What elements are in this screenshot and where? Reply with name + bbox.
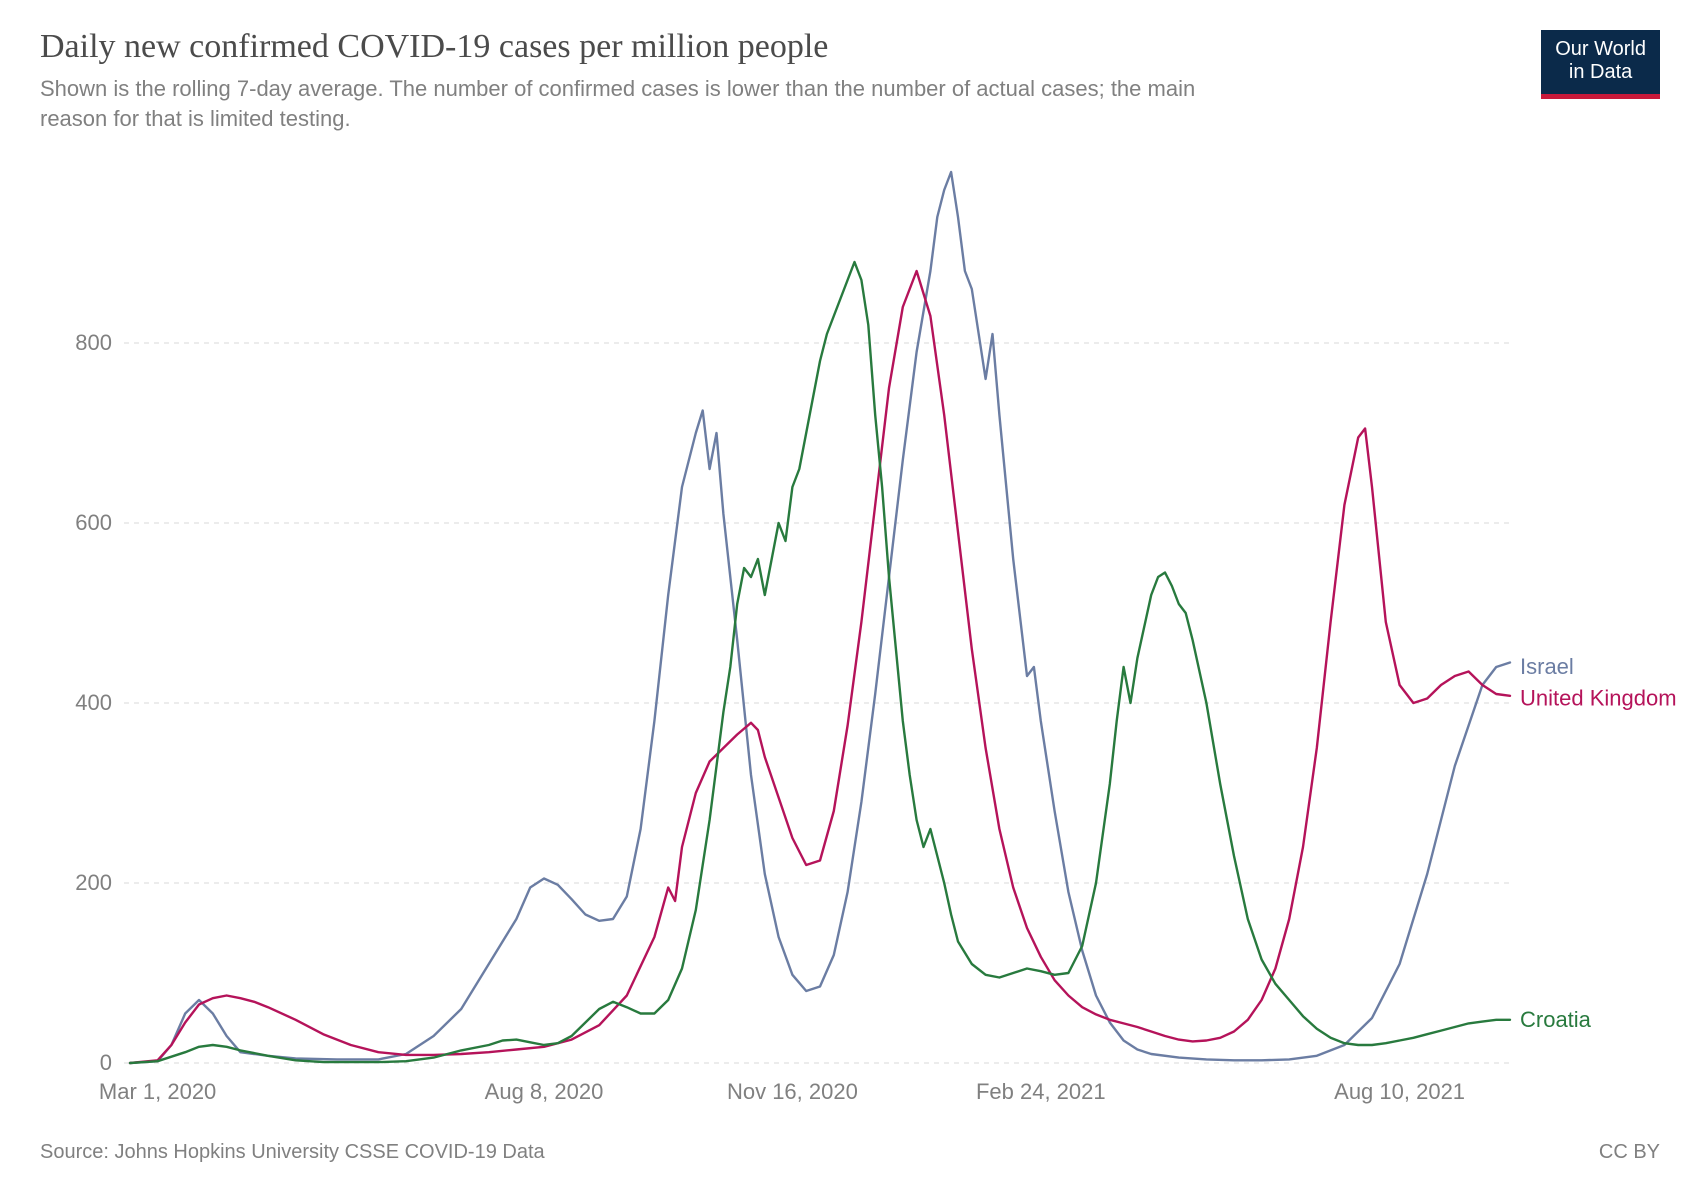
owid-logo: Our World in Data [1541, 30, 1660, 99]
svg-text:Aug 8, 2020: Aug 8, 2020 [485, 1079, 604, 1104]
series-label-croatia: Croatia [1520, 1007, 1592, 1032]
svg-text:400: 400 [75, 690, 112, 715]
series-label-israel: Israel [1520, 654, 1574, 679]
chart-area: 0 200 400 600 800 Mar 1, 2020 Aug 8, 2020 Nov 1… [40, 153, 1660, 1123]
source-text: Source: Johns Hopkins University CSSE CO… [40, 1141, 545, 1164]
svg-text:Nov 16, 2020: Nov 16, 2020 [727, 1079, 858, 1104]
svg-text:Feb 24, 2021: Feb 24, 2021 [976, 1079, 1106, 1104]
chart-header: Daily new confirmed COVID-19 cases per m… [40, 28, 1660, 133]
svg-text:Mar 1, 2020: Mar 1, 2020 [99, 1079, 216, 1104]
svg-text:200: 200 [75, 870, 112, 895]
line-chart: 0 200 400 600 800 Mar 1, 2020 Aug 8, 2020 Nov 1… [40, 153, 1700, 1123]
series-label-united-kingdom: United Kingdom [1520, 686, 1677, 711]
svg-text:800: 800 [75, 330, 112, 355]
series-united-kingdom [130, 271, 1510, 1063]
svg-text:Aug 10, 2021: Aug 10, 2021 [1334, 1079, 1465, 1104]
series-israel [130, 172, 1510, 1063]
chart-title: Daily new confirmed COVID-19 cases per m… [40, 28, 1660, 66]
chart-subtitle: Shown is the rolling 7-day average. The … [40, 74, 1240, 133]
series-croatia [130, 262, 1510, 1063]
license-text: CC BY [1599, 1141, 1660, 1164]
svg-text:0: 0 [100, 1050, 112, 1075]
chart-footer: Source: Johns Hopkins University CSSE CO… [40, 1141, 1660, 1164]
svg-text:600: 600 [75, 510, 112, 535]
